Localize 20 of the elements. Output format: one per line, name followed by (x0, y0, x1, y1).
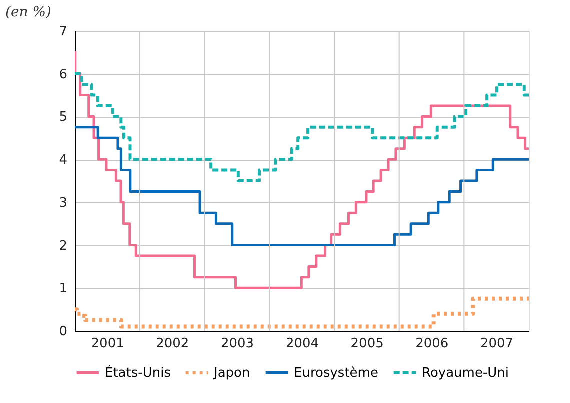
x-tick-label: 2006 (416, 336, 449, 352)
x-tick-label: 2004 (286, 336, 320, 352)
x-tick-label: 2007 (480, 336, 514, 352)
legend-label: Royaume-Uni (422, 366, 510, 381)
y-tick-label: 7 (59, 24, 68, 40)
x-tick-label: 2005 (350, 336, 384, 352)
y-tick-label: 0 (59, 324, 68, 340)
y-tick-label: 3 (59, 196, 68, 211)
x-tick-label: 2003 (220, 336, 254, 352)
y-tick-label: 1 (59, 282, 68, 297)
legend-label: États-Unis (105, 364, 172, 381)
y-tick-label: 4 (59, 153, 68, 168)
y-axis-title: (en %) (6, 4, 52, 20)
legend-label: Eurosystème (294, 366, 378, 381)
y-tick-label: 2 (59, 238, 68, 254)
x-tick-label: 2001 (91, 336, 124, 352)
x-tick-label: 2002 (156, 336, 190, 352)
legend-label: Japon (213, 366, 250, 381)
y-tick-label: 6 (59, 67, 68, 82)
y-tick-label: 5 (59, 110, 68, 126)
